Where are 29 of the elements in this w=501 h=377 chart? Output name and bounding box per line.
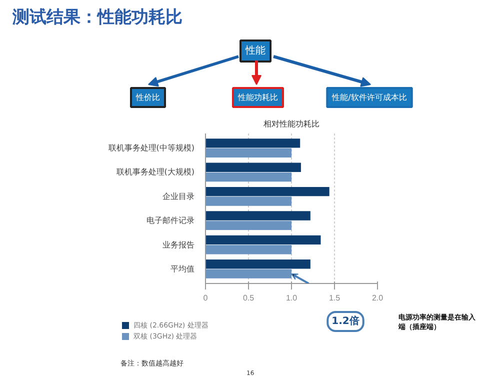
bar <box>206 138 300 148</box>
y-tick-label: 联机事务处理(大规模) <box>116 168 195 177</box>
text: 1.2倍 <box>332 315 360 327</box>
bar <box>206 235 321 245</box>
text: 性能 <box>244 44 266 56</box>
bar <box>206 220 292 230</box>
bar <box>206 211 310 220</box>
bar <box>206 196 292 206</box>
y-tick-label: 电子邮件记录 <box>146 216 194 226</box>
bar <box>206 186 330 196</box>
y-tick-label: 联机事务处理(中等规模) <box>108 144 195 153</box>
y-tick-label: 企业目录 <box>162 192 194 201</box>
bar <box>206 172 292 182</box>
bar <box>206 245 292 254</box>
x-tick-label: 0.5 <box>242 294 255 302</box>
text: 性能/软件许可成本比 <box>331 93 407 102</box>
x-tick-label: 1.5 <box>328 294 341 302</box>
bar <box>206 162 301 172</box>
text: 性能功耗比 <box>237 93 278 102</box>
x-tick-label: 1.0 <box>286 294 298 302</box>
x-tick-label: 0 <box>203 294 208 302</box>
chart-title: 相对性能功耗比 <box>264 120 320 128</box>
x-tick-label: 2.0 <box>372 294 384 302</box>
y-tick-label: 业务报告 <box>162 240 194 250</box>
chart-subtitle: 测试结果：性能功耗比 <box>12 8 182 28</box>
bar <box>206 148 292 158</box>
y-tick-label: 平均值 <box>170 264 194 274</box>
bar <box>206 260 310 269</box>
text: 性价比 <box>135 93 160 102</box>
